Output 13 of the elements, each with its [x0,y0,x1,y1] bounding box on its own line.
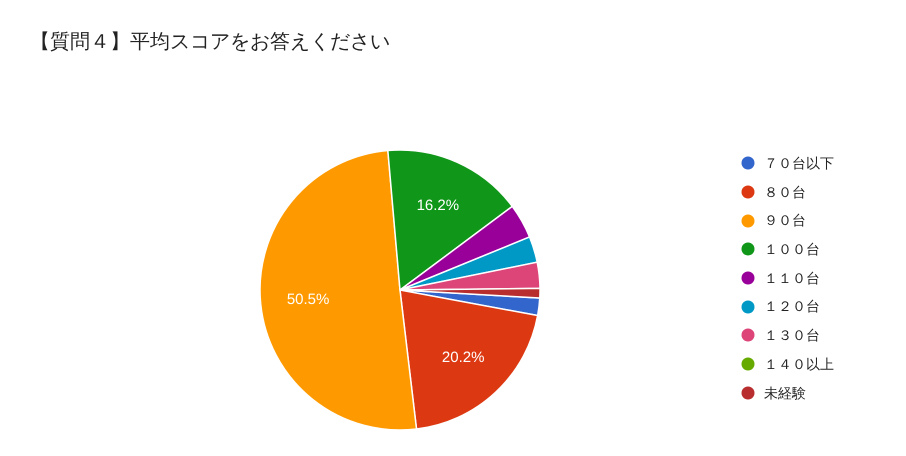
chart-title: 【質問４】平均スコアをお答えください [30,30,390,55]
data-label: 50.5% [286,290,330,308]
legend-label: ８０台 [764,182,806,202]
legend-label: １４０以上 [764,354,834,374]
data-label: 16.2% [416,197,460,214]
legend-label: １１０台 [764,268,820,288]
legend-label: １２０台 [764,297,820,316]
legend-label: １３０台 [764,326,820,346]
data-label: 20.2% [442,348,484,366]
legend-label: ７０台以下 [764,154,834,173]
legend-label: 未経験 [764,384,806,402]
legend-label: ９０台 [764,211,806,230]
legend-label: １００台 [764,240,820,260]
